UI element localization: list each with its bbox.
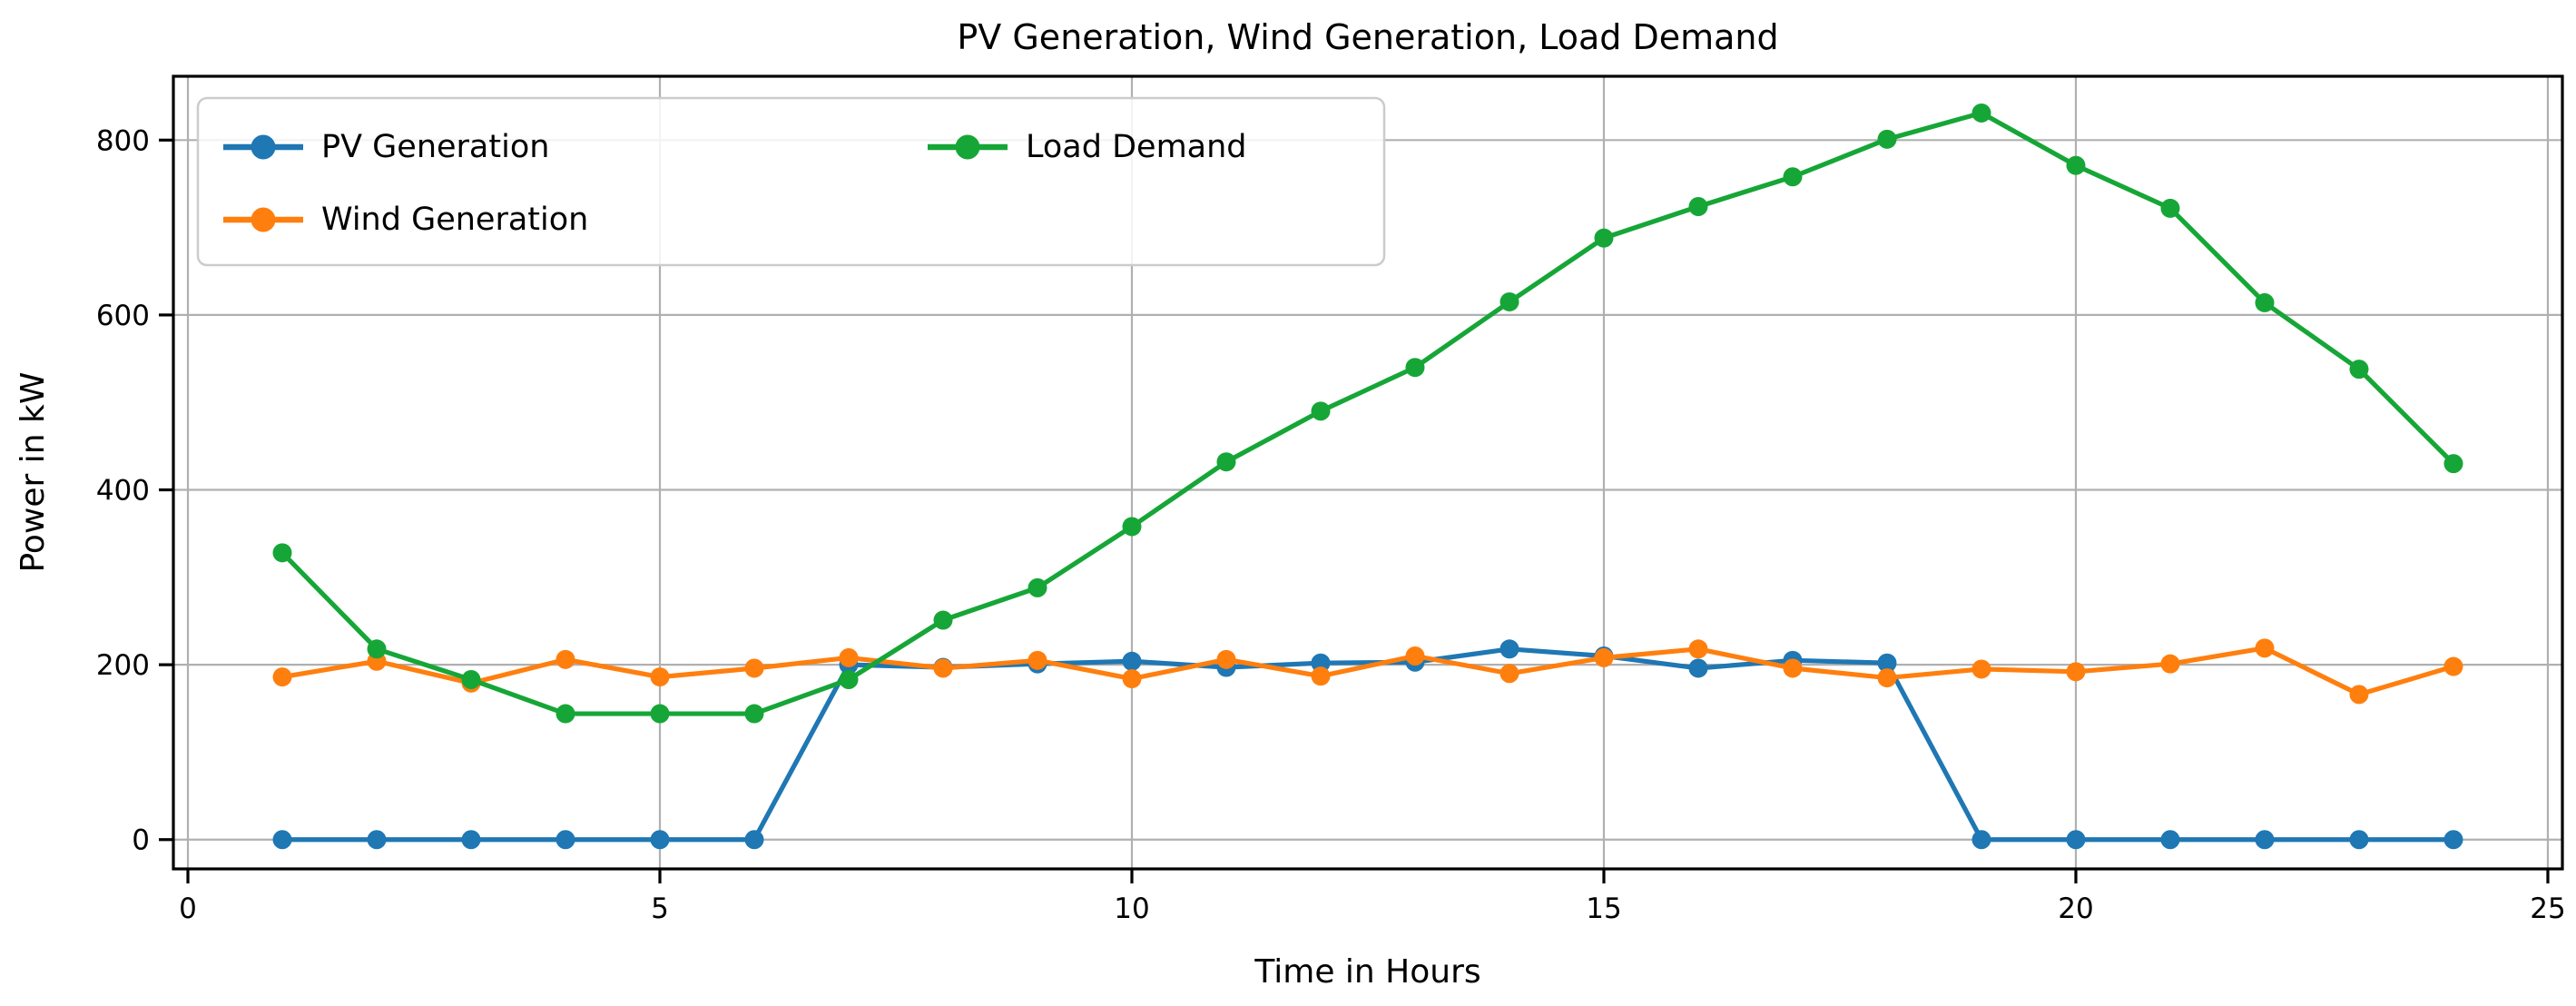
data-point-marker: [1122, 651, 1142, 671]
data-point-marker: [272, 543, 292, 563]
data-point-marker: [2160, 198, 2180, 218]
y-tick-label: 600: [96, 300, 150, 332]
data-point-marker: [1216, 452, 1236, 472]
data-point-marker: [1027, 650, 1047, 670]
series-load-demand: [272, 103, 2463, 724]
data-point-marker: [1594, 647, 1614, 667]
data-point-marker: [933, 658, 953, 678]
series-pv-generation: [272, 639, 2463, 850]
data-point-marker: [2443, 656, 2463, 676]
data-point-marker: [2255, 830, 2275, 850]
x-tick-label: 25: [2530, 893, 2565, 925]
data-point-marker: [2066, 155, 2086, 175]
data-point-marker: [367, 639, 387, 659]
data-point-marker: [1499, 639, 1519, 659]
y-tick-label: 400: [96, 475, 150, 508]
data-point-marker: [1971, 659, 1991, 679]
data-point-marker: [2349, 685, 2369, 705]
y-tick-label: 200: [96, 649, 150, 682]
data-point-marker: [744, 830, 764, 850]
data-point-marker: [839, 647, 859, 667]
data-point-marker: [1688, 639, 1708, 659]
x-tick-label: 5: [651, 893, 669, 925]
data-point-marker: [367, 830, 387, 850]
data-point-marker: [1783, 658, 1803, 678]
data-point-marker: [2255, 638, 2275, 658]
data-point-marker: [2066, 830, 2086, 850]
data-point-marker: [1688, 658, 1708, 678]
x-tick-label: 20: [2058, 893, 2093, 925]
series-layer: [272, 103, 2463, 850]
data-point-marker: [744, 704, 764, 724]
series-line-wind-generation: [281, 646, 2454, 697]
data-point-marker: [2255, 292, 2275, 312]
plot-border: [172, 74, 2564, 871]
data-point-marker: [1971, 103, 1991, 123]
series-line-load-demand: [280, 110, 2455, 716]
x-tick-label: 10: [1114, 893, 1149, 925]
data-point-marker: [1877, 129, 1897, 149]
data-point-marker: [1122, 517, 1142, 537]
legend-item-pv-generation: PV Generation: [223, 129, 549, 165]
data-point-marker: [1311, 653, 1331, 673]
data-point-marker: [744, 658, 764, 678]
data-point-marker: [650, 830, 670, 850]
data-point-marker: [461, 830, 481, 850]
data-point-marker: [650, 704, 670, 724]
x-tick-label: 15: [1586, 893, 1621, 925]
data-point-marker: [839, 670, 859, 690]
data-point-marker: [1405, 646, 1425, 666]
data-point-marker: [1311, 666, 1331, 686]
y-axis-label: Power in kW: [15, 372, 52, 573]
data-point-marker: [2443, 830, 2463, 850]
data-point-marker: [2349, 360, 2369, 380]
data-point-marker: [1688, 196, 1708, 216]
series-wind-generation: [272, 638, 2463, 705]
data-point-marker: [1594, 228, 1614, 248]
legend: PV Generation Wind Generation Load Deman…: [196, 96, 1386, 267]
axes-layer: 0 5 10 15 20 25 0 200 400 600 800: [96, 74, 2566, 925]
data-point-marker: [1783, 167, 1803, 187]
legend-marker-icon: [955, 134, 980, 160]
legend-label-pv-generation: PV Generation: [321, 129, 549, 165]
y-tick-label: 0: [132, 824, 150, 857]
data-point-marker: [556, 830, 575, 850]
x-axis-label: Time in Hours: [1254, 953, 1480, 991]
y-tick-label: 800: [96, 124, 150, 157]
chart-title: PV Generation, Wind Generation, Load Dem…: [957, 17, 1778, 57]
data-point-marker: [1499, 664, 1519, 684]
data-point-marker: [1971, 830, 1991, 850]
series-line-pv-generation: [282, 646, 2453, 843]
data-point-marker: [1877, 668, 1897, 688]
data-point-marker: [1122, 669, 1142, 689]
data-point-marker: [2443, 454, 2463, 474]
data-point-marker: [1216, 649, 1236, 669]
data-point-marker: [1877, 653, 1897, 673]
data-point-marker: [556, 704, 575, 724]
data-point-marker: [272, 830, 292, 850]
legend-item-wind-generation: Wind Generation: [223, 202, 588, 238]
legend-box: [196, 96, 1386, 267]
x-tick-label: 0: [179, 893, 197, 925]
data-point-marker: [272, 667, 292, 687]
data-point-marker: [650, 667, 670, 687]
data-point-marker: [1499, 291, 1519, 311]
legend-marker-icon: [251, 207, 276, 232]
data-point-marker: [2160, 654, 2180, 674]
data-point-marker: [1027, 577, 1047, 597]
data-point-marker: [933, 610, 953, 630]
data-point-marker: [461, 670, 481, 690]
data-point-marker: [2066, 662, 2086, 682]
data-point-marker: [556, 649, 575, 669]
data-point-marker: [2349, 830, 2369, 850]
data-point-marker: [1311, 401, 1331, 421]
data-point-marker: [1405, 358, 1425, 378]
legend-marker-icon: [251, 134, 276, 160]
legend-label-wind-generation: Wind Generation: [321, 202, 588, 238]
legend-item-load-demand: Load Demand: [928, 129, 1247, 165]
data-point-marker: [2160, 830, 2180, 850]
legend-label-load-demand: Load Demand: [1026, 129, 1247, 165]
